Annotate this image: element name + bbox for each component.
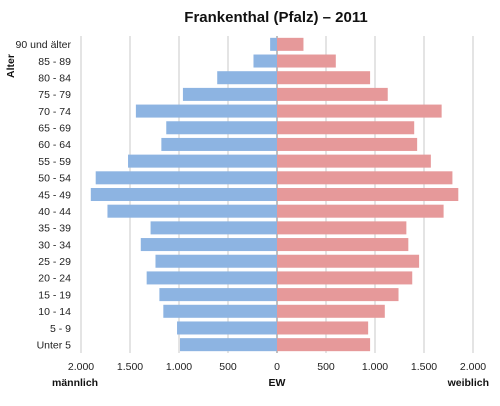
y-tick-label: 55 - 59	[38, 156, 71, 168]
bar-male	[253, 54, 277, 68]
y-tick-label: 25 - 29	[38, 256, 71, 268]
bars	[90, 37, 459, 352]
bar-female	[277, 338, 371, 352]
x-tick-labels: 2.000 1.500 1.000 500 0 500 1.000 1.500 2.000	[68, 361, 486, 373]
x-tick-label: 1.500	[117, 361, 143, 373]
bar-male	[95, 171, 277, 185]
bar-female	[277, 37, 304, 51]
x-tick-label: 2.000	[68, 361, 94, 373]
bar-male	[166, 121, 277, 135]
bar-female	[277, 321, 369, 335]
bar-female	[277, 254, 420, 268]
y-tick-label: 35 - 39	[38, 223, 71, 235]
bar-female	[277, 171, 453, 185]
bar-female	[277, 221, 407, 235]
bar-male	[177, 321, 277, 335]
bar-male	[140, 238, 277, 252]
bar-female	[277, 288, 399, 302]
y-tick-label: 65 - 69	[38, 123, 71, 135]
bar-male	[135, 104, 277, 118]
bar-male	[182, 87, 277, 101]
bar-male	[107, 204, 278, 218]
bar-female	[277, 104, 442, 118]
bar-female	[277, 187, 459, 202]
bar-male	[159, 288, 277, 302]
bar-male	[90, 187, 277, 202]
x-tick-label: 1.500	[411, 361, 437, 373]
bar-male	[179, 338, 277, 352]
bar-male	[155, 254, 277, 268]
y-tick-label: 80 - 84	[38, 73, 71, 85]
x-axis-label-center: EW	[269, 377, 286, 389]
y-tick-label: 10 - 14	[38, 306, 71, 318]
bar-male	[270, 37, 277, 51]
chart-title: Frankenthal (Pfalz) – 2011	[184, 9, 367, 26]
bar-female	[277, 238, 409, 252]
bar-female	[277, 121, 415, 135]
y-tick-label: 70 - 74	[38, 106, 71, 118]
bar-male	[161, 137, 277, 151]
bar-male	[146, 271, 277, 285]
bar-female	[277, 71, 371, 85]
y-tick-label: 40 - 44	[38, 206, 71, 218]
bar-female	[277, 137, 418, 151]
y-tick-label: 5 - 9	[50, 323, 71, 335]
x-tick-label: 500	[317, 361, 335, 373]
bar-female	[277, 304, 385, 318]
x-tick-label: 1.000	[166, 361, 192, 373]
y-tick-label: Unter 5	[37, 339, 72, 351]
y-tick-label: 60 - 64	[38, 139, 71, 151]
y-tick-label: 50 - 54	[38, 173, 71, 185]
y-tick-label: 90 und älter	[16, 39, 72, 51]
x-tick-label: 2.000	[460, 361, 486, 373]
y-tick-label: 85 - 89	[38, 56, 71, 68]
x-axis-label-male: männlich	[52, 377, 98, 389]
bar-male	[163, 304, 277, 318]
y-axis-label: Alter	[5, 54, 17, 78]
bar-female	[277, 54, 336, 68]
y-tick-label: 75 - 79	[38, 89, 71, 101]
bar-female	[277, 154, 431, 168]
bar-female	[277, 87, 388, 101]
bar-male	[217, 71, 277, 85]
y-tick-labels: 90 und älter 85 - 89 80 - 84 75 - 79 70 - 74…	[16, 39, 72, 351]
y-tick-label: 30 - 34	[38, 239, 71, 251]
y-tick-label: 15 - 19	[38, 289, 71, 301]
bar-female	[277, 271, 413, 285]
y-tick-label: 20 - 24	[38, 273, 71, 285]
x-tick-label: 500	[219, 361, 237, 373]
y-tick-label: 45 - 49	[38, 189, 71, 201]
bar-male	[150, 221, 277, 235]
bar-female	[277, 204, 444, 218]
x-tick-label: 1.000	[362, 361, 388, 373]
x-axis-label-female: weiblich	[447, 377, 489, 389]
x-tick-label: 0	[274, 361, 280, 373]
bar-male	[128, 154, 277, 168]
